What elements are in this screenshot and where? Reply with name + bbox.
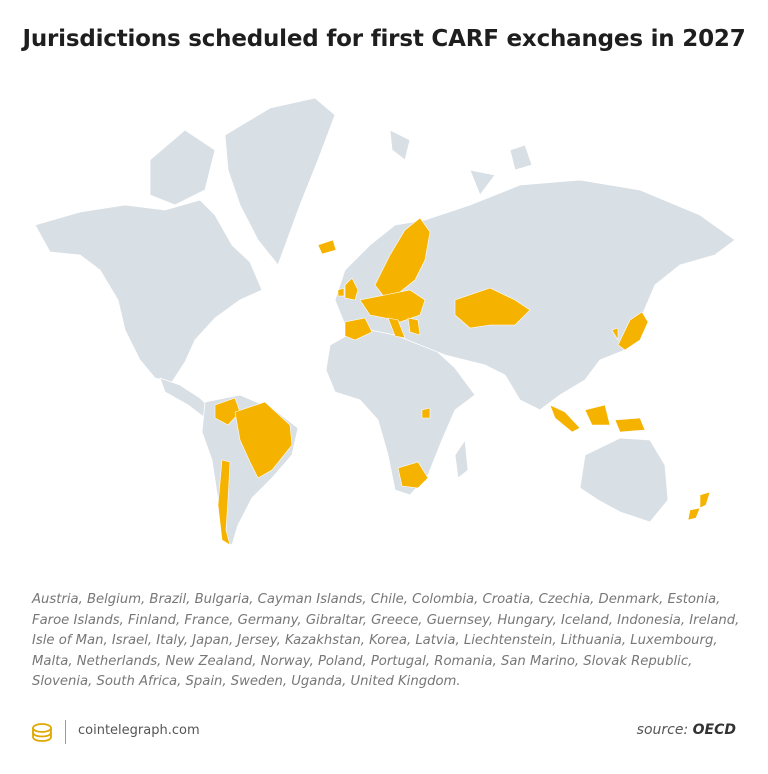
logo <box>32 723 52 742</box>
jurisdiction-list: Austria, Belgium, Brazil, Bulgaria, Caym… <box>32 592 740 689</box>
title: Jurisdictions scheduled for first CARF e… <box>22 26 746 52</box>
world-map <box>34 97 736 546</box>
highlighted-jurisdictions <box>214 217 711 546</box>
source-label: source: <box>636 722 689 738</box>
source: source: OECD <box>637 722 736 738</box>
divider <box>65 720 66 744</box>
source-name: OECD <box>692 722 736 738</box>
brand: cointelegraph.com <box>78 723 200 738</box>
